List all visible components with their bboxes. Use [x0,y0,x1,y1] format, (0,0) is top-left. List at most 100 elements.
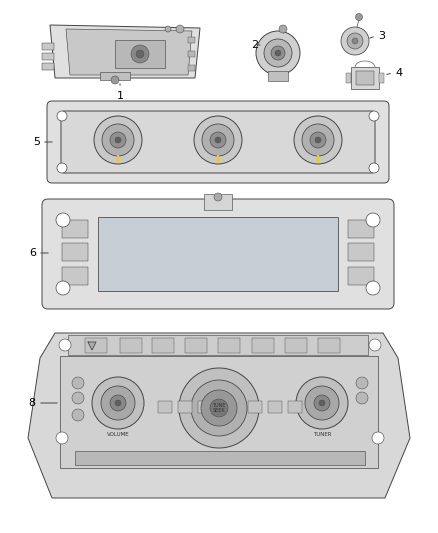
Circle shape [305,386,339,420]
Circle shape [72,392,84,404]
Bar [268,71,288,81]
Circle shape [102,124,134,156]
Circle shape [372,432,384,444]
Bar [185,338,207,353]
Bar [152,338,174,353]
Circle shape [256,31,300,75]
Circle shape [352,38,358,44]
Bar [60,356,378,468]
Circle shape [92,377,144,429]
Circle shape [341,27,369,55]
Polygon shape [28,333,410,498]
Circle shape [264,39,292,67]
Circle shape [131,45,149,63]
Circle shape [56,213,70,227]
Circle shape [115,137,121,143]
Bar [252,338,274,353]
Circle shape [165,26,171,32]
Bar [98,217,338,291]
Bar [348,243,374,261]
Circle shape [296,377,348,429]
Bar [85,338,107,353]
Circle shape [210,399,228,417]
Bar [379,73,384,83]
Circle shape [201,390,237,426]
Circle shape [57,111,67,121]
Text: 4: 4 [395,68,402,78]
Circle shape [294,116,342,164]
Text: 3: 3 [378,31,385,41]
Circle shape [176,25,184,33]
Circle shape [191,380,247,436]
Circle shape [366,281,380,295]
Circle shape [110,395,126,411]
Circle shape [356,13,363,20]
Text: 6: 6 [29,248,36,258]
Circle shape [202,124,234,156]
Circle shape [275,50,281,56]
Bar [188,37,195,43]
Bar [288,401,302,413]
Circle shape [302,124,334,156]
Bar [62,267,88,285]
Circle shape [57,163,67,173]
Circle shape [72,409,84,421]
Circle shape [366,213,380,227]
Bar [248,401,262,413]
Bar [356,71,374,85]
Bar [62,243,88,261]
Circle shape [369,111,379,121]
Bar [348,267,374,285]
Bar [348,220,374,238]
Circle shape [210,132,226,148]
Bar [268,401,282,413]
Bar [42,53,54,60]
Bar [198,401,212,413]
Circle shape [271,46,285,60]
Circle shape [315,137,321,143]
Text: 8: 8 [28,398,35,408]
Text: TUNE
SEEK: TUNE SEEK [212,402,226,414]
Bar [346,73,351,83]
Circle shape [356,377,368,389]
Circle shape [111,76,119,84]
FancyBboxPatch shape [42,199,394,309]
Text: VOLUME: VOLUME [107,432,129,438]
Bar [62,220,88,238]
Circle shape [179,368,259,448]
Bar [188,65,195,71]
Circle shape [94,116,142,164]
Bar [204,194,232,210]
Bar [68,335,368,355]
Bar [75,451,365,465]
Bar [218,338,240,353]
Bar [351,67,379,89]
Circle shape [319,400,325,406]
Bar [158,401,172,413]
Bar [42,43,54,50]
Bar [120,338,142,353]
Polygon shape [66,29,192,75]
Circle shape [115,400,121,406]
Circle shape [214,193,222,201]
Text: TUNER: TUNER [313,432,331,438]
Circle shape [369,163,379,173]
Circle shape [347,33,363,49]
Circle shape [59,339,71,351]
FancyBboxPatch shape [47,101,389,183]
Text: 2: 2 [251,40,260,50]
Circle shape [72,377,84,389]
Circle shape [310,132,326,148]
Bar [115,40,165,68]
Circle shape [356,392,368,404]
Text: 1: 1 [117,84,124,101]
Circle shape [314,395,330,411]
Circle shape [101,386,135,420]
Bar [318,338,340,353]
Circle shape [194,116,242,164]
Polygon shape [50,25,200,78]
Bar [188,51,195,57]
Circle shape [369,339,381,351]
Circle shape [110,132,126,148]
Circle shape [56,432,68,444]
